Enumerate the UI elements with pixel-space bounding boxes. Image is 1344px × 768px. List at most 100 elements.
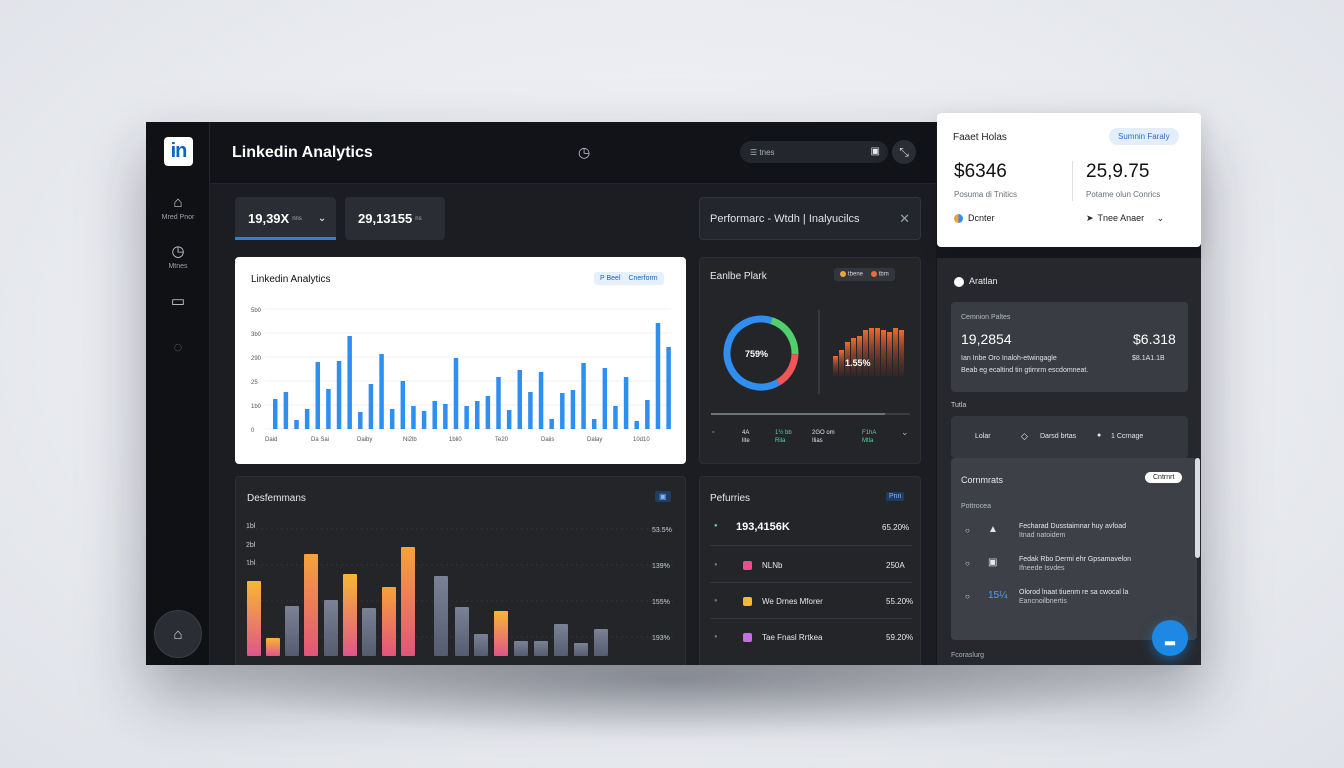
y-tick-label: 1bl xyxy=(246,560,256,567)
card-title: Eanlbe Plark xyxy=(710,271,767,282)
tree-analyzer-dropdown[interactable]: ➤ Tnee Anaer ⌄ xyxy=(1086,213,1164,224)
list-item[interactable]: ● We Drnes Mforer 55.20% xyxy=(700,597,922,619)
performance-bar xyxy=(534,641,548,656)
list-item[interactable]: ● Tae Fnasl Rrtkea 59.20% xyxy=(700,633,922,654)
bar xyxy=(560,393,565,429)
divider xyxy=(1072,161,1073,201)
donut-card: Eanlbe Plark tbene tbm 759% xyxy=(699,257,921,464)
facet-holes-panel: Faaet Holas Sumnin Faraly $6346 25,9.75 … xyxy=(937,113,1201,247)
main-content: 19,39X nns ⌄ 29,13155 ns Performarc - Wtdh… xyxy=(210,184,936,665)
close-icon[interactable]: ✕ xyxy=(899,211,910,226)
donut-chart xyxy=(711,310,910,415)
comment-icon: ▣ xyxy=(988,557,998,568)
performance-bar xyxy=(574,643,588,656)
sidebar-item-profile[interactable]: ⌂ Mred Pnor xyxy=(146,194,210,221)
y-tick-label: 5b0 xyxy=(251,308,262,314)
header: Linkedin Analytics ◷ ☰ tnes ▣ ⤡ xyxy=(210,122,936,184)
comment-icon: ▲ xyxy=(988,524,998,535)
clock-icon[interactable]: ◷ xyxy=(578,144,591,160)
app-icon xyxy=(743,597,752,606)
comment-item[interactable]: ○ ▣ Fedak Rbo Dermi ehr Gpsamavelon Ifneede… xyxy=(951,556,1191,585)
center-dot-icon xyxy=(954,214,963,224)
orange-bar xyxy=(899,330,904,376)
bar xyxy=(591,419,597,429)
row-value: 55.20% xyxy=(886,597,914,606)
bar xyxy=(666,347,671,429)
orange-bar xyxy=(893,328,898,376)
expand-icon[interactable]: ⤡ xyxy=(892,140,916,164)
chat-button[interactable]: ▂ xyxy=(1152,620,1188,656)
sub-right: Potame olun Conrics xyxy=(1086,190,1161,199)
chart-options-icon[interactable]: ▣ xyxy=(655,491,671,502)
home-icon: ⌂ xyxy=(173,625,183,643)
orange-bar xyxy=(833,356,838,376)
performance-bar xyxy=(554,624,568,656)
clock-icon: ◷ xyxy=(171,243,185,260)
active-indicator xyxy=(235,237,336,240)
comment-text: Olorod lnaat tiuenm re sa cwocal la xyxy=(1019,589,1129,596)
sidebar-item-folder[interactable]: ▭ xyxy=(146,292,210,310)
filter-tag[interactable]: P Beel Cnerform xyxy=(594,272,664,285)
metric-right: $6.318 xyxy=(1133,331,1176,347)
stat-value: 19,39X xyxy=(248,211,290,226)
bar xyxy=(432,401,437,429)
performance-list-card: Pefurries Pnn ● 193,4156K 65.20% ● NLNb 25… xyxy=(699,476,921,665)
filter-bar: Lolar ◇ Darsd brtas ● 1 Ccrnage xyxy=(951,416,1188,458)
legend-dot xyxy=(870,271,877,277)
scrollbar[interactable] xyxy=(1195,458,1200,558)
stat-pill-impressions[interactable]: 29,13155 ns xyxy=(345,197,445,240)
linkedin-logo-icon[interactable]: in xyxy=(164,137,193,166)
comments-title: Cornmrats xyxy=(961,475,1004,485)
comment-item[interactable]: ○ ▲ Fecharad Dusstaimnar huy avfoad Itnad n… xyxy=(951,523,1191,552)
home-button[interactable]: ⌂ xyxy=(154,610,202,658)
performance-bar xyxy=(304,554,318,656)
bar xyxy=(400,381,406,429)
comment-icon: 15¼ xyxy=(988,590,1008,601)
bar-chart: 5b0 3b0 290 25 1b0 0 Daid Da Sai Daiby Ni2lb 1bli0… xyxy=(251,308,671,443)
analytics-side-panel: Aratlan Cemnion Paltes 19,2854 $6.318 Ia… xyxy=(937,258,1201,665)
filter-right[interactable]: 1 Ccrnage xyxy=(1111,433,1144,440)
performance-bar xyxy=(362,608,376,656)
center-selector[interactable]: Dcnter xyxy=(954,213,995,224)
sidebar-item-times[interactable]: ◷ Mtnes xyxy=(146,242,210,270)
x-tick-label: Daid xyxy=(265,437,277,443)
metric-right-sub: $8.1A1.1B xyxy=(1132,355,1165,362)
bar xyxy=(443,404,448,429)
chevron-down-icon: ⌄ xyxy=(317,213,327,224)
y-tick-label: 290 xyxy=(251,356,262,362)
bar xyxy=(475,401,480,429)
divider xyxy=(710,582,912,583)
page-title: Linkedin Analytics xyxy=(232,144,373,161)
value-left: $6346 xyxy=(954,161,1007,182)
bar xyxy=(602,368,608,429)
search-input[interactable]: ☰ tnes ▣ xyxy=(740,141,888,163)
chevron-down-icon[interactable]: ⌄ xyxy=(901,427,909,437)
comments-button[interactable]: Cntrnrt xyxy=(1145,472,1183,483)
row-value: 250A xyxy=(886,561,905,570)
y-tick-label: 1bl xyxy=(246,523,256,530)
list-item[interactable]: ● NLNb 250A xyxy=(700,561,922,583)
y-tick-label: 2bl xyxy=(246,542,256,549)
filter-mid[interactable]: Darsd brtas xyxy=(1040,433,1077,440)
filter-left[interactable]: Lolar xyxy=(975,433,991,440)
y-tick-label: 139% xyxy=(652,563,670,570)
list-tag[interactable]: Pnn xyxy=(886,492,905,501)
bar xyxy=(283,392,289,429)
bottom-stat: 1½ bb Rila xyxy=(775,430,792,444)
summary-badge[interactable]: Sumnin Faraly xyxy=(1109,128,1179,145)
search-placeholder: ☰ tnes xyxy=(750,147,775,157)
metric-desc: Beab eg ecaltind tin gtirnrm escdomneat. xyxy=(961,367,1089,374)
bar xyxy=(634,421,639,429)
stat-unit: ns xyxy=(415,215,422,222)
bottom-left-icon[interactable]: ◦ xyxy=(712,429,715,436)
orange-bar xyxy=(863,330,868,376)
bar xyxy=(358,412,363,429)
chevron-down-icon: ⌄ xyxy=(1156,213,1165,223)
sidebar-item-circle[interactable]: ◌ xyxy=(146,339,210,356)
comment-item[interactable]: ○ 15¼ Olorod lnaat tiuenm re sa cwocal la E… xyxy=(951,589,1191,618)
stat-pill-followers[interactable]: 19,39X nns ⌄ xyxy=(235,197,336,240)
bar xyxy=(273,399,278,429)
tab-performance[interactable]: Performarc - Wtdh | Inalyucilcs ✕ xyxy=(699,197,921,240)
performance-bar xyxy=(343,574,357,656)
filter-icon[interactable]: ▣ xyxy=(870,146,880,157)
